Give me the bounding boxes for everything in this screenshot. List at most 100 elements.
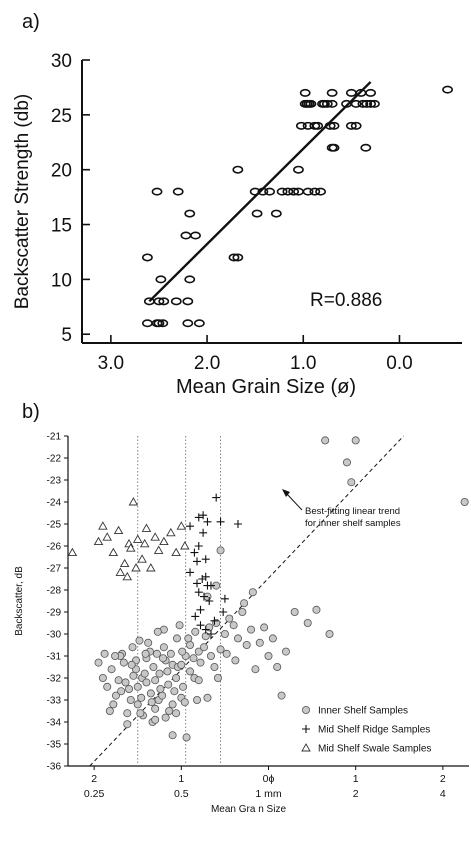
panel-a-data-point [328, 121, 340, 130]
panel-b-x-mm-label: 0.25 [84, 788, 105, 800]
panel-b-mid-shelf-ridge-point [194, 542, 203, 550]
panel-b-inner-shelf-point [273, 663, 282, 672]
panel-b-mid-shelf-ridge-point [201, 625, 210, 634]
panel-a-data-point [232, 253, 244, 262]
panel-b-inner-shelf-point [325, 630, 334, 639]
panel-a-data-point [153, 319, 165, 328]
panel-b-mid-shelf-swale-point [166, 527, 176, 537]
panel-a-data-point [345, 121, 357, 130]
panel-b-inner-shelf-point [152, 649, 161, 658]
panel-b-inner-shelf-point [222, 649, 231, 658]
panel-b-inner-shelf-point [303, 619, 312, 628]
panel-a-data-point [180, 231, 192, 240]
panel-b-mid-shelf-swale-point [93, 536, 104, 546]
panel-b-inner-shelf-point [199, 643, 208, 652]
panel-b-inner-shelf-point [194, 647, 203, 656]
panel-b-inner-shelf-point [127, 660, 136, 669]
panel-b-inner-shelf-point [351, 436, 360, 445]
panel-b-x-phi-label: 1 [178, 773, 184, 785]
panel-b-inner-shelf-point [247, 625, 256, 634]
panel-b-inner-shelf-point [179, 682, 188, 691]
panel-b-legend-ridge-label: Mid Shelf Ridge Samples [318, 725, 430, 736]
panel-a-data-point [328, 143, 340, 152]
panel-b-y-tick-label: -24 [47, 498, 62, 509]
panel-b-inner-shelf-point [111, 691, 120, 700]
panel-a-x-tick-label: 1.0 [290, 353, 316, 374]
panel-b-inner-shelf-point [147, 698, 156, 707]
panel-b-inner-shelf-point [193, 696, 202, 705]
panel-a-data-point [357, 99, 369, 108]
panel-b-mid-shelf-ridge-point [199, 528, 208, 537]
panel-b-mid-shelf-swale-point [137, 554, 147, 563]
panel-b-mid-shelf-ridge-point [194, 513, 203, 522]
panel-b-inner-shelf-point [121, 678, 130, 687]
panel-b-inner-shelf-point [180, 698, 189, 707]
panel-b-inner-shelf-point [194, 676, 203, 685]
panel-a-data-point [193, 319, 205, 328]
panel-b-inner-shelf-point [172, 634, 181, 643]
panel-b-inner-shelf-point [312, 605, 321, 614]
panel-b-inner-shelf-point [225, 614, 234, 623]
panel-a-data-point [302, 187, 314, 196]
panel-b-inner-shelf-point [100, 649, 109, 658]
panel-b-inner-shelf-point [186, 667, 195, 676]
panel-b-y-tick-label: -34 [47, 718, 62, 729]
panel-b-inner-shelf-point [231, 656, 240, 665]
panel-b-inner-shelf-point [123, 709, 132, 718]
panel-b-inner-shelf-point [163, 667, 172, 676]
panel-b-mid-shelf-ridge-point [206, 581, 215, 590]
panel-b-mid-shelf-swale-point [150, 532, 160, 541]
panel-b-legend-inner-shelf-swatch [301, 706, 310, 715]
panel-b-y-tick-label: -23 [47, 476, 62, 487]
panel-b-mid-shelf-ridge-point [203, 517, 212, 526]
panel-a-x-axis-label: Mean Grain Size (ø) [176, 376, 356, 398]
panel-b-mid-shelf-ridge-point [193, 557, 202, 566]
panel-b-mid-shelf-swale-point [67, 547, 78, 557]
panel-b-mid-shelf-ridge-point [193, 579, 202, 588]
panel-b-inner-shelf-point [146, 689, 155, 698]
panel-b-legend-ridge-swatch [302, 725, 310, 733]
panel-b-mid-shelf-ridge-point [191, 612, 200, 621]
panel-b-inner-shelf-point [281, 647, 290, 656]
panel-b-legend-swale-label: Mid Shelf Swale Samples [318, 744, 431, 755]
panel-a-data-point [190, 231, 201, 240]
panel-b-annotation: Best-fitting linear trend [305, 506, 400, 517]
panel-b-inner-shelf-point [255, 638, 264, 647]
panel-b-x-phi-label: 2 [440, 773, 446, 785]
panel-b-x-phi-label: 0ϕ [263, 773, 275, 785]
panel-b-inner-shelf-point [119, 658, 128, 667]
panel-b-inner-shelf-point [144, 638, 153, 647]
panel-b-inner-shelf-point [168, 700, 177, 709]
panel-b-inner-shelf-point [103, 682, 112, 691]
panel-b-y-tick-label: -30 [47, 630, 62, 641]
panel-a-data-point [232, 165, 244, 174]
panel-b-inner-shelf-point [191, 627, 200, 636]
panel-b-mid-shelf-swale-point [171, 547, 181, 557]
panel-a-data-point [299, 88, 311, 97]
panel-b-label: b) [22, 401, 40, 423]
panel-a-data-point [309, 187, 321, 196]
panel-b-annotation: for inner shelf samples [305, 518, 401, 529]
panel-b-mid-shelf-swale-point [180, 541, 190, 550]
panel-a-data-point [365, 99, 377, 108]
panel-b-inner-shelf-point [153, 627, 162, 636]
panel-b-inner-shelf-point [109, 700, 118, 709]
panel-b-inner-shelf-point [168, 731, 177, 740]
panel-b-inner-shelf-point [321, 436, 330, 445]
panel-b-inner-shelf-point [159, 654, 168, 663]
panel-b-inner-shelf-point [210, 663, 219, 672]
panel-b-mid-shelf-swale-point [128, 497, 139, 506]
panel-a-y-tick-label: 30 [51, 51, 72, 72]
panel-a-data-point [172, 187, 184, 196]
panel-b-inner-shelf-point [117, 687, 126, 696]
panel-b-mid-shelf-swale-point [125, 543, 136, 552]
panel-b-inner-shelf-point [203, 693, 212, 702]
panel-b-x-phi-label: 2 [91, 773, 97, 785]
panel-b-mid-shelf-swale-point [132, 534, 143, 543]
panel-b-inner-shelf-point [151, 704, 160, 713]
panel-b-mid-shelf-ridge-point [196, 621, 205, 630]
panel-b-y-tick-label: -33 [47, 696, 62, 707]
panel-b-inner-shelf-point [126, 696, 135, 705]
panel-a-data-point [350, 99, 362, 108]
panel-b-mid-shelf-ridge-point [186, 522, 195, 531]
